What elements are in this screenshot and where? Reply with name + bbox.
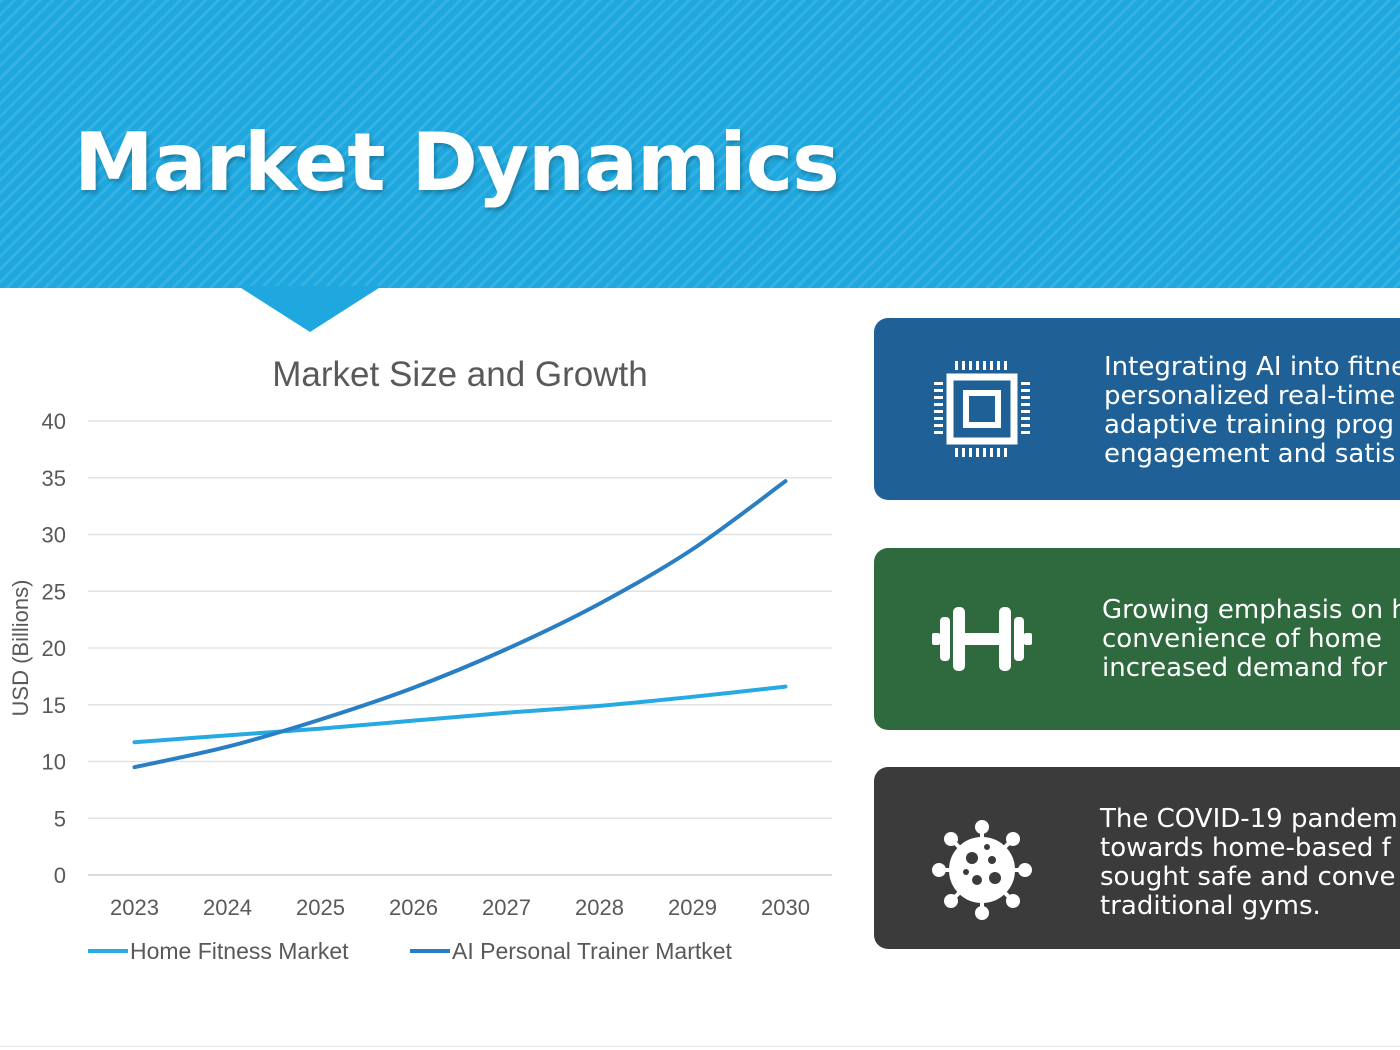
y-axis-label: USD (Billions) (8, 580, 33, 717)
x-tick-label: 2028 (575, 895, 624, 920)
card-text-ai: Integrating AI into fitne personalized r… (1104, 352, 1400, 469)
slide-title: Market Dynamics (74, 116, 840, 209)
y-tick-label: 0 (54, 863, 66, 888)
line-chart: Market Size and Growth051015202530354020… (8, 355, 832, 964)
chip-icon (934, 361, 1030, 457)
series-line-1 (132, 684, 788, 745)
card-text-covid: The COVID-19 pandem towards home-based f… (1100, 804, 1398, 921)
legend-label-2: AI Personal Trainer Martket (452, 938, 733, 964)
card-covid-shift: The COVID-19 pandem towards home-based f… (874, 767, 1400, 949)
y-tick-label: 5 (54, 806, 66, 831)
x-tick-label: 2023 (110, 895, 159, 920)
card-ai-integration: Integrating AI into fitne personalized r… (874, 318, 1400, 500)
title-banner (0, 0, 1400, 288)
y-tick-label: 15 (42, 693, 66, 718)
x-tick-label: 2029 (668, 895, 717, 920)
card-text-health: Growing emphasis on h convenience of hom… (1102, 595, 1400, 683)
dumbbell-icon (932, 607, 1032, 671)
x-tick-label: 2024 (203, 895, 252, 920)
slide-divider (0, 1046, 1400, 1047)
y-tick-label: 10 (42, 750, 66, 775)
banner-notch (238, 286, 382, 332)
virus-icon (932, 820, 1032, 920)
y-tick-label: 20 (42, 636, 66, 661)
y-tick-label: 35 (42, 466, 66, 491)
y-tick-label: 30 (42, 523, 66, 548)
x-tick-label: 2026 (389, 895, 438, 920)
x-tick-label: 2030 (761, 895, 810, 920)
y-tick-label: 40 (42, 409, 66, 434)
series-line-2 (132, 479, 788, 770)
chart-title: Market Size and Growth (272, 355, 647, 394)
x-tick-label: 2025 (296, 895, 345, 920)
legend-label-1: Home Fitness Market (130, 938, 349, 964)
card-health-focus: Growing emphasis on h convenience of hom… (874, 548, 1400, 730)
y-tick-label: 25 (42, 579, 66, 604)
x-tick-label: 2027 (482, 895, 531, 920)
